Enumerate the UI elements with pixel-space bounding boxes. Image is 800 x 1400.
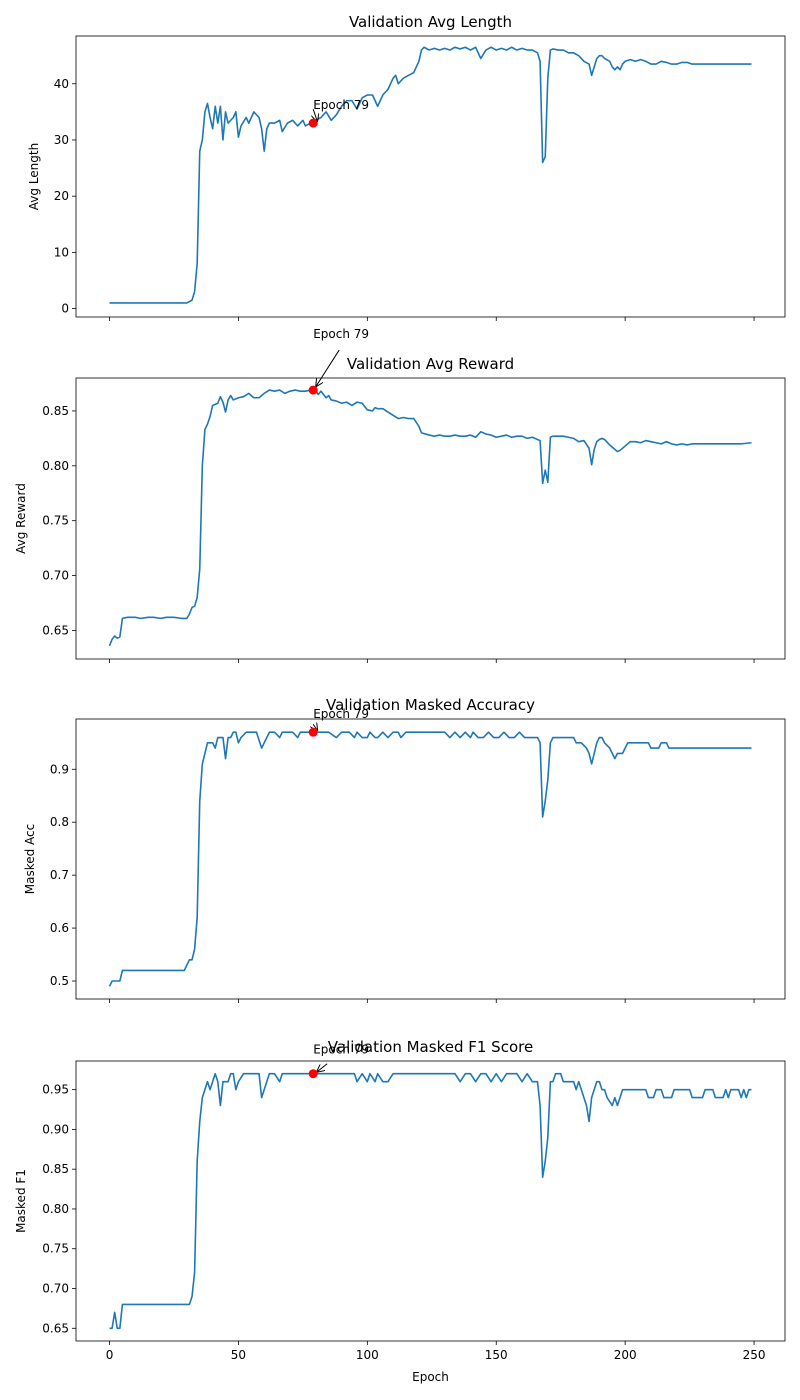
best-epoch-marker bbox=[308, 1069, 318, 1079]
annotation-arrow bbox=[317, 1063, 328, 1072]
annotation-label: Epoch 79 bbox=[313, 327, 369, 341]
y-tick-label: 0 bbox=[61, 302, 69, 316]
series-line bbox=[109, 1072, 752, 1330]
subplot-2: Validation Avg Reward 0.65 0.70 0.75 0.80 0.8… bbox=[14, 327, 786, 663]
y-tick-label: 0.85 bbox=[42, 404, 69, 418]
annotation-label: Epoch 79 bbox=[313, 707, 369, 721]
y-tick-label: 0.80 bbox=[42, 1202, 69, 1216]
y-tick-label: 30 bbox=[54, 133, 69, 147]
y-tick-label: 40 bbox=[54, 77, 69, 91]
y-tick-label: 0.70 bbox=[42, 569, 69, 583]
x-tick-label: 0 bbox=[106, 1348, 114, 1362]
chart-title: Validation Masked F1 Score bbox=[328, 1038, 533, 1056]
best-epoch-marker bbox=[308, 727, 318, 737]
subplot-3: Validation Masked Accuracy 0.5 0.6 0.7 0.8 0.… bbox=[23, 696, 786, 1003]
x-tick-label: 250 bbox=[743, 1348, 766, 1362]
y-tick-label: 0.90 bbox=[42, 1122, 69, 1136]
y-tick-label: 0.80 bbox=[42, 459, 69, 473]
x-tick-label: 50 bbox=[231, 1348, 246, 1362]
annotation-label: Epoch 79 bbox=[313, 98, 369, 112]
y-tick-label: 0.70 bbox=[42, 1282, 69, 1296]
series-line bbox=[109, 46, 752, 304]
y-tick-label: 0.5 bbox=[50, 974, 69, 988]
x-axis-label: Epoch bbox=[412, 1370, 449, 1384]
y-axis-label: Masked Acc bbox=[23, 824, 37, 895]
best-epoch-marker bbox=[308, 118, 318, 128]
y-tick-label: 10 bbox=[54, 245, 69, 259]
subplot-1: Validation Avg Length 0 10 20 30 40 Avg Length… bbox=[27, 13, 786, 321]
y-axis-label: Avg Reward bbox=[14, 483, 28, 554]
best-epoch-marker bbox=[308, 385, 318, 395]
annotation-arrow bbox=[316, 349, 340, 386]
axes-frame bbox=[75, 35, 786, 318]
y-tick-label: 0.7 bbox=[50, 868, 69, 882]
x-tick-label: 200 bbox=[614, 1348, 637, 1362]
x-tick-label: 150 bbox=[485, 1348, 508, 1362]
y-tick-label: 0.75 bbox=[42, 1242, 69, 1256]
y-tick-label: 0.6 bbox=[50, 921, 69, 935]
y-tick-label: 0.85 bbox=[42, 1162, 69, 1176]
y-tick-label: 0.8 bbox=[50, 815, 69, 829]
chart-title: Validation Avg Length bbox=[349, 13, 512, 31]
y-axis-label: Avg Length bbox=[27, 143, 41, 210]
axes-frame bbox=[75, 1060, 786, 1342]
subplot-4: Validation Masked F1 Score 0.65 0.70 0.75 0.… bbox=[14, 1038, 786, 1384]
y-tick-label: 20 bbox=[54, 189, 69, 203]
x-tick-label: 100 bbox=[356, 1348, 379, 1362]
axes-frame bbox=[75, 718, 786, 1000]
annotation-label: Epoch 79 bbox=[313, 1043, 369, 1057]
annotation-arrow bbox=[313, 108, 317, 121]
axes-frame bbox=[75, 377, 786, 660]
y-tick-label: 0.95 bbox=[42, 1083, 69, 1097]
chart-title: Validation Avg Reward bbox=[347, 355, 514, 373]
y-tick-label: 0.9 bbox=[50, 762, 69, 776]
y-tick-label: 0.75 bbox=[42, 514, 69, 528]
series-line bbox=[108, 731, 752, 987]
y-tick-label: 0.65 bbox=[42, 623, 69, 637]
chart-title: Validation Masked Accuracy bbox=[326, 696, 535, 714]
y-axis-label: Masked F1 bbox=[14, 1169, 28, 1233]
series-line bbox=[108, 389, 752, 647]
y-tick-label: 0.65 bbox=[42, 1321, 69, 1335]
